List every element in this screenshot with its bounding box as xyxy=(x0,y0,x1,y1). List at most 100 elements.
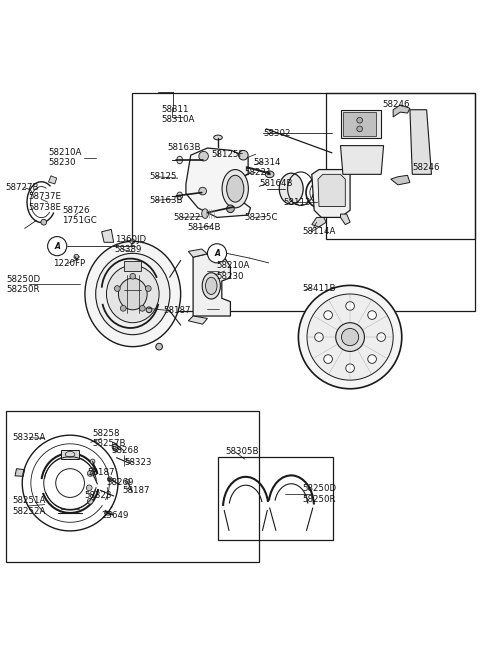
Polygon shape xyxy=(391,176,410,185)
Text: 58389: 58389 xyxy=(115,245,142,254)
Polygon shape xyxy=(340,145,384,174)
Text: 58222: 58222 xyxy=(173,213,201,222)
Bar xyxy=(124,261,141,271)
Ellipse shape xyxy=(202,272,220,299)
Text: 58113: 58113 xyxy=(283,198,311,206)
Text: 58250D
58250R: 58250D 58250R xyxy=(6,274,41,294)
Polygon shape xyxy=(188,316,207,324)
Polygon shape xyxy=(15,469,24,476)
Circle shape xyxy=(140,305,145,311)
Circle shape xyxy=(346,302,354,310)
Circle shape xyxy=(90,459,95,464)
Polygon shape xyxy=(312,217,326,227)
Text: 58250D
58250R: 58250D 58250R xyxy=(302,484,336,504)
Ellipse shape xyxy=(214,135,222,140)
Circle shape xyxy=(346,364,354,373)
Circle shape xyxy=(315,333,323,341)
Text: 58246: 58246 xyxy=(412,162,440,172)
Circle shape xyxy=(377,333,385,341)
Circle shape xyxy=(357,126,362,132)
Ellipse shape xyxy=(177,192,182,200)
Polygon shape xyxy=(188,249,207,257)
Circle shape xyxy=(120,305,126,311)
Circle shape xyxy=(125,479,130,484)
Circle shape xyxy=(130,239,135,244)
Circle shape xyxy=(239,151,248,160)
Circle shape xyxy=(156,343,162,350)
Ellipse shape xyxy=(222,170,248,208)
Ellipse shape xyxy=(227,176,244,202)
Bar xyxy=(6,411,259,562)
Circle shape xyxy=(86,485,92,491)
Ellipse shape xyxy=(96,253,170,335)
Text: 1360JD: 1360JD xyxy=(115,235,146,244)
Ellipse shape xyxy=(279,173,303,204)
Circle shape xyxy=(41,219,47,225)
Ellipse shape xyxy=(177,156,182,164)
Ellipse shape xyxy=(107,265,159,323)
Polygon shape xyxy=(343,112,376,136)
Polygon shape xyxy=(340,110,381,138)
Text: 1220FP: 1220FP xyxy=(53,259,85,268)
Polygon shape xyxy=(186,148,251,217)
Bar xyxy=(218,457,333,540)
Text: 58164B: 58164B xyxy=(259,179,293,189)
Circle shape xyxy=(324,355,332,364)
Circle shape xyxy=(199,187,206,195)
Circle shape xyxy=(130,273,136,279)
Circle shape xyxy=(74,254,79,259)
Bar xyxy=(132,93,475,310)
Circle shape xyxy=(90,471,95,476)
Text: 58210A
58230: 58210A 58230 xyxy=(216,261,250,281)
Circle shape xyxy=(336,323,364,352)
Text: 58325A: 58325A xyxy=(12,433,46,442)
Circle shape xyxy=(357,117,362,123)
Text: 58187: 58187 xyxy=(123,486,150,495)
Circle shape xyxy=(56,469,84,497)
Text: 58125F: 58125F xyxy=(211,150,244,159)
Text: 58163B: 58163B xyxy=(149,196,182,205)
Text: 58235C: 58235C xyxy=(245,213,278,222)
Text: 58114A: 58114A xyxy=(302,227,336,236)
Text: 58164B: 58164B xyxy=(187,223,221,233)
Polygon shape xyxy=(340,214,350,225)
Bar xyxy=(326,93,476,239)
Circle shape xyxy=(368,355,376,364)
Text: 58314: 58314 xyxy=(253,158,281,167)
Text: 58258
58257B: 58258 58257B xyxy=(93,429,126,448)
Circle shape xyxy=(199,151,208,161)
Circle shape xyxy=(299,286,402,389)
Circle shape xyxy=(87,470,93,476)
Text: 58727B: 58727B xyxy=(5,183,39,193)
Circle shape xyxy=(207,244,227,263)
Ellipse shape xyxy=(85,241,180,346)
Bar xyxy=(61,449,79,459)
Text: 58210A
58230: 58210A 58230 xyxy=(48,148,82,167)
Text: 58187: 58187 xyxy=(163,307,191,315)
Polygon shape xyxy=(318,174,345,206)
Text: 58726
1751GC: 58726 1751GC xyxy=(62,206,96,225)
Text: 58323: 58323 xyxy=(84,491,112,500)
Circle shape xyxy=(341,328,359,346)
Polygon shape xyxy=(410,110,432,174)
Polygon shape xyxy=(48,176,57,184)
Polygon shape xyxy=(193,253,230,316)
Text: 58246: 58246 xyxy=(383,100,410,109)
Circle shape xyxy=(368,310,376,320)
Text: 58221: 58221 xyxy=(245,168,272,177)
Text: 25649: 25649 xyxy=(101,511,129,519)
Text: 58311
58310A: 58311 58310A xyxy=(161,105,194,124)
Text: 58411B: 58411B xyxy=(302,284,336,293)
Ellipse shape xyxy=(202,209,208,218)
Ellipse shape xyxy=(119,278,147,310)
Text: 58269: 58269 xyxy=(106,477,133,487)
Circle shape xyxy=(114,286,120,291)
Text: 58737E
58738E: 58737E 58738E xyxy=(28,193,61,212)
Circle shape xyxy=(145,286,151,291)
Circle shape xyxy=(112,444,118,450)
Text: 58268: 58268 xyxy=(112,445,139,455)
Circle shape xyxy=(87,498,93,504)
Circle shape xyxy=(227,205,234,213)
Ellipse shape xyxy=(105,512,112,515)
Text: 58125: 58125 xyxy=(149,172,177,181)
